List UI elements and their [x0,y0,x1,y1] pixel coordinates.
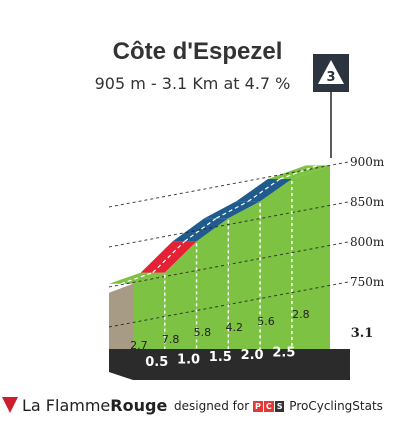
gradient-label: 7.8 [162,333,180,346]
gradient-label: 5.6 [257,315,275,328]
y-tick-label: 900m [350,155,385,169]
top-band-dash [216,200,249,219]
segment-face [260,179,292,349]
x-tick-label: 1.0 [177,353,200,368]
km-marker-lines [164,181,293,349]
y-tick-label: 750m [350,275,385,289]
top-band-dash [152,240,185,274]
top-band-segment [267,165,330,179]
x-tick-label: 1.5 [209,350,232,365]
distance-base-bar [109,349,350,380]
x-tick-label: 0.5 [145,355,168,370]
altitude-gridline [108,161,349,208]
x-tick-label: 3.1 [351,326,374,341]
x-tick-label: 2.0 [241,348,264,363]
profile-top-band [109,164,330,285]
gradient-label: 2.7 [130,339,148,352]
gradient-label: 4.2 [225,321,243,334]
designed-for-text: designed for [174,399,250,413]
category-triangle-icon [318,60,344,84]
altitude-gridline [108,201,349,248]
chart-labels: 750m 800m 850m 900m 2.7 7.8 5.8 4.2 5.6 2.8 0.5 1.0… [130,155,385,370]
side-wall-face [109,283,133,349]
gradient-label: 2.8 [292,308,310,321]
pcs-letter-p: P [252,401,263,412]
profile-side-wall [109,283,133,349]
brand-prefix: La Flamme [22,396,111,415]
top-band-segment [172,218,229,242]
chart-title: Côte d'Espezel [112,38,283,65]
laflammerouge-logo[interactable]: La FlammeRouge [2,396,167,415]
climb-profile-chart: 750m 800m 850m 900m 2.7 7.8 5.8 4.2 5.6 2.8 0.5 1.0… [108,54,385,380]
gradient-label: 5.8 [194,326,212,339]
segment-face [164,241,197,349]
brand-suffix: Rouge [110,396,168,415]
flamme-rouge-flag-icon [2,397,18,413]
pcs-name[interactable]: ProCyclingStats [289,399,383,413]
y-tick-label: 850m [350,195,385,209]
category-marker: 3 [313,54,349,158]
top-band-segment [236,179,292,202]
segment-face [291,165,330,349]
x-tick-label: 2.5 [272,345,295,360]
segment-face [228,201,261,349]
pcs-letter-s: S [274,401,285,412]
category-number: 3 [326,70,335,85]
gradient-segments [133,165,330,349]
top-band-dash [120,272,153,285]
pcs-letter-c: C [263,401,274,412]
chart-subtitle: 905 m - 3.1 Km at 4.7 % [94,74,291,93]
base-bar-face [109,349,350,380]
segment-face [196,218,229,349]
segment-face [133,272,165,349]
y-tick-label: 800m [350,235,385,249]
